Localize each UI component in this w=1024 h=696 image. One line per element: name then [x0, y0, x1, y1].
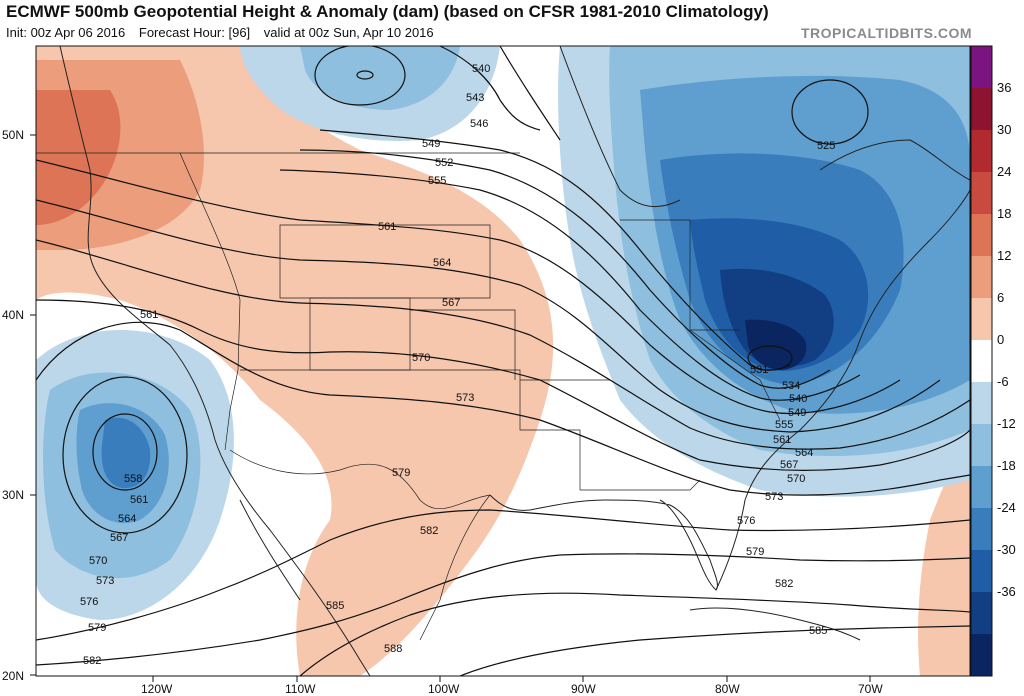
colorbar-swatch	[971, 634, 992, 677]
contour-label: 540	[789, 393, 807, 405]
colorbar-swatch	[971, 46, 992, 89]
contour-label: 549	[422, 138, 440, 150]
colorbar-label: -6	[997, 374, 1009, 389]
source-watermark: TROPICALTIDBITS.COM	[800, 25, 972, 41]
lon-label-80w: 80W	[715, 682, 740, 696]
negative-anomaly-shading	[36, 46, 970, 620]
contour-label: 561	[773, 434, 791, 446]
colorbar-label: 24	[997, 164, 1011, 179]
contour-label: 564	[795, 447, 813, 459]
colorbar-label: 36	[997, 80, 1011, 95]
contour-label: 567	[442, 297, 460, 309]
contour-label: 570	[787, 473, 805, 485]
contour-label: 573	[456, 392, 474, 404]
lon-label-100w: 100W	[428, 682, 460, 696]
colorbar-label: 12	[997, 248, 1011, 263]
colorbar-label: 6	[997, 290, 1004, 305]
contour-label: 534	[782, 380, 800, 392]
colorbar-label: -12	[997, 416, 1016, 431]
contour-label: 576	[737, 515, 755, 527]
colorbar-swatch	[971, 592, 992, 635]
contour-label: 567	[780, 459, 798, 471]
contour-label: 582	[83, 655, 101, 667]
chart-title: ECMWF 500mb Geopotential Height & Anomal…	[6, 2, 769, 21]
latitude-axis: 50N 40N 30N 20N	[2, 128, 36, 683]
map-frame	[35, 45, 971, 677]
contour-label: 549	[788, 407, 806, 419]
colorbar-swatch	[971, 298, 992, 341]
height-contours	[36, 46, 970, 676]
colorbar-swatch	[971, 88, 992, 131]
contour-label: 564	[118, 513, 136, 525]
colorbar-label: -18	[997, 458, 1016, 473]
contour-label: 561	[130, 494, 148, 506]
contour-label: 558	[124, 473, 142, 485]
contour-label: 531	[750, 364, 768, 376]
contour-label: 567	[110, 532, 128, 544]
forecast-hour: Forecast Hour: [96]	[138, 25, 251, 40]
contour-label: 561	[378, 221, 396, 233]
init-time: Init: 00z Apr 06 2016	[6, 25, 126, 40]
colorbar-label: 0	[997, 332, 1004, 347]
lon-label-120w: 120W	[141, 682, 173, 696]
political-boundaries	[36, 152, 781, 641]
contour-label: 540	[472, 63, 490, 75]
contour-label: 582	[420, 525, 438, 537]
contour-label: 546	[470, 118, 488, 130]
forecast-info: Init: 00z Apr 06 2016 Forecast Hour: [96…	[6, 25, 444, 40]
lon-label-70w: 70W	[858, 682, 883, 696]
colorbar-label: -36	[997, 584, 1016, 599]
colorbar-swatch	[971, 382, 992, 425]
contour-label: 588	[384, 643, 402, 655]
contour-label: 525	[817, 140, 835, 152]
coastlines	[59, 46, 970, 676]
colorbar-label: 30	[997, 122, 1011, 137]
lat-label-30n: 30N	[2, 488, 24, 502]
lon-label-90w: 90W	[571, 682, 596, 696]
contour-label: 555	[775, 419, 793, 431]
lat-label-40n: 40N	[2, 308, 24, 322]
lat-label-20n: 20N	[2, 669, 24, 683]
colorbar-swatch	[971, 172, 992, 215]
contour-label: 576	[80, 596, 98, 608]
contour-label: 564	[433, 257, 451, 269]
positive-anomaly-shading	[36, 46, 970, 676]
contour-label: 552	[435, 157, 453, 169]
colorbar-label: -24	[997, 500, 1016, 515]
contour-label: 543	[466, 92, 484, 104]
lon-label-110w: 110W	[285, 682, 316, 696]
colorbar-swatch	[971, 424, 992, 467]
contour-label: 585	[809, 625, 827, 637]
longitude-axis: 120W 110W 100W 90W 80W 70W	[141, 676, 883, 696]
colorbar-swatch	[971, 256, 992, 299]
colorbar-label: 18	[997, 206, 1011, 221]
contour-label: 573	[96, 575, 114, 587]
contour-label: 570	[89, 555, 107, 567]
valid-time: valid at 00z Sun, Apr 10 2016	[263, 25, 434, 40]
contour-label: 570	[412, 352, 430, 364]
colorbar-swatch	[971, 550, 992, 593]
colorbar: 36 30 24 18 12 6 0 -6 -12 -18 -24 -30 -36	[970, 45, 1016, 677]
contour-labels: 540 543 546 549 552 555 561 564 567 570 …	[80, 63, 835, 667]
colorbar-swatch	[971, 466, 992, 509]
contour-label: 582	[775, 578, 793, 590]
contour-label: 579	[746, 546, 764, 558]
colorbar-swatch	[971, 214, 992, 257]
contour-label: 561	[140, 309, 158, 321]
contour-label: 573	[765, 491, 783, 503]
contour-label: 579	[88, 622, 106, 634]
colorbar-swatch	[971, 340, 992, 383]
colorbar-swatch	[971, 130, 992, 173]
colorbar-frame	[970, 45, 993, 677]
contour-label: 555	[428, 175, 446, 187]
colorbar-label: -30	[997, 542, 1016, 557]
lat-label-50n: 50N	[2, 128, 24, 142]
contour-label: 579	[392, 467, 410, 479]
colorbar-swatch	[971, 508, 992, 551]
contour-label: 585	[326, 600, 344, 612]
